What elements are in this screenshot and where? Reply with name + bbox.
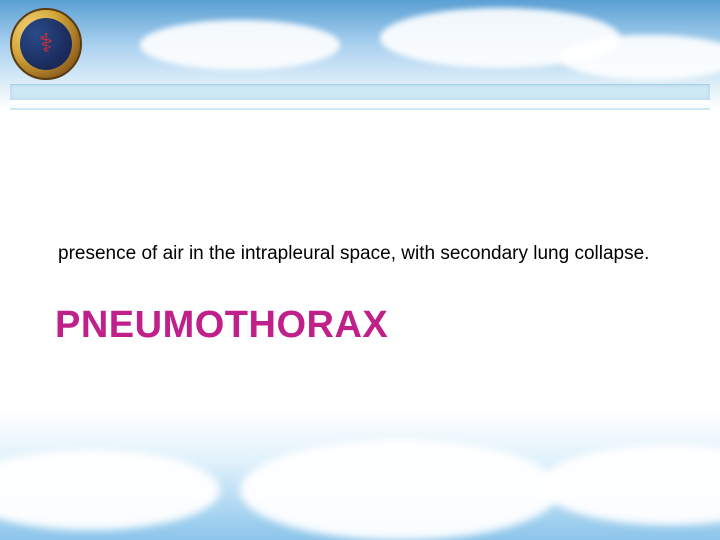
- definition-text: presence of air in the intrapleural spac…: [58, 242, 668, 266]
- sky-background-bottom: [0, 410, 720, 540]
- cloud-decoration: [560, 35, 720, 80]
- slide: ⚕ presence of air in the intrapleural sp…: [0, 0, 720, 540]
- cloud-decoration: [240, 440, 560, 540]
- title-bar: [10, 84, 710, 104]
- cloud-decoration: [140, 20, 340, 70]
- caduceus-icon: ⚕: [39, 31, 53, 57]
- slide-title: PNEUMOTHORAX: [55, 304, 388, 347]
- hospital-logo: ⚕: [10, 8, 82, 80]
- cloud-decoration: [540, 445, 720, 525]
- logo-inner-circle: ⚕: [20, 18, 72, 70]
- cloud-decoration: [0, 450, 220, 530]
- title-underline: [10, 108, 710, 110]
